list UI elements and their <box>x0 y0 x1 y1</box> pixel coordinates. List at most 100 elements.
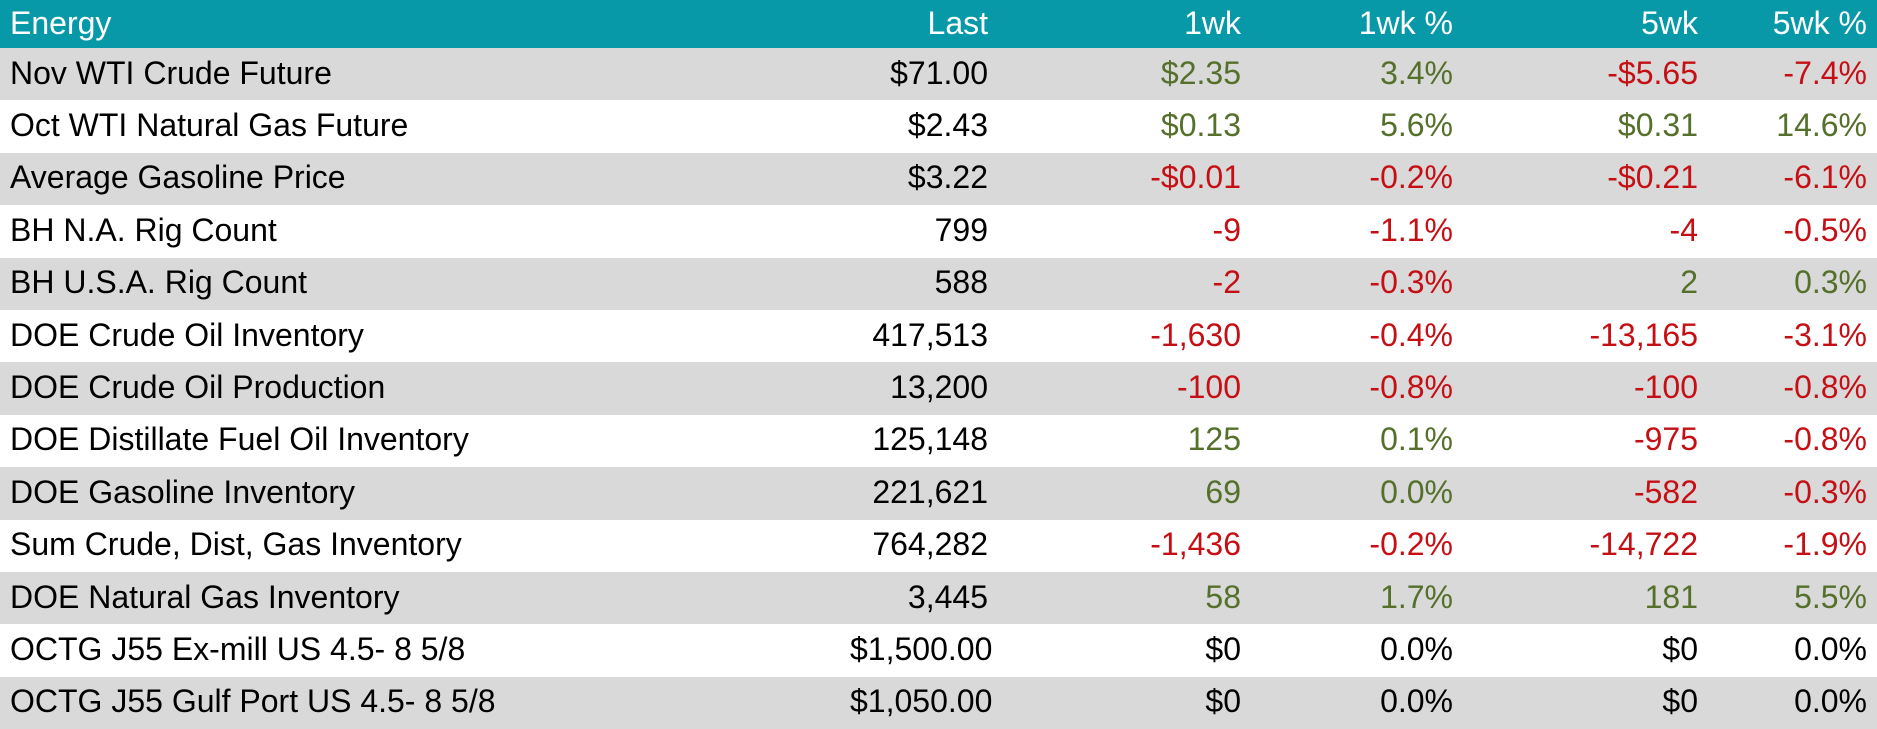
row-name-cell: DOE Crude Oil Inventory <box>10 316 364 353</box>
table-row: DOE Natural Gas Inventory 3,445 58 1.7% … <box>0 571 1877 625</box>
1wk-pct-change-cell: 5.6% <box>1380 107 1453 144</box>
row-name-cell: Oct WTI Natural Gas Future <box>10 107 409 144</box>
row-name-cell: DOE Crude Oil Production <box>10 369 386 406</box>
1wk-pct-change-cell: 0.0% <box>1380 630 1453 667</box>
5wk-change-cell: $0 <box>1662 683 1698 720</box>
1wk-change-cell: -9 <box>1212 211 1241 248</box>
5wk-pct-change-cell: -1.9% <box>1783 526 1867 563</box>
1wk-change-cell: 69 <box>1205 473 1241 510</box>
5wk-pct-change-cell: -0.5% <box>1783 211 1867 248</box>
row-name-cell: OCTG J55 Ex-mill US 4.5- 8 5/8 <box>10 630 466 667</box>
row-name-cell: OCTG J55 Gulf Port US 4.5- 8 5/8 <box>10 683 496 720</box>
last-value-cell: $3.22 <box>907 159 988 196</box>
table-row: DOE Distillate Fuel Oil Inventory 125,14… <box>0 414 1877 468</box>
5wk-change-cell: 2 <box>1680 264 1698 301</box>
last-value-cell: 764,282 <box>872 526 988 563</box>
last-value-cell: $1,500.00 <box>850 630 993 667</box>
table-row: DOE Crude Oil Inventory 417,513 -1,630 -… <box>0 309 1877 363</box>
1wk-change-cell: -1,436 <box>1150 526 1241 563</box>
last-value-cell: $71.00 <box>890 54 988 91</box>
5wk-pct-change-cell: 0.0% <box>1794 630 1867 667</box>
1wk-pct-change-cell: -0.8% <box>1369 369 1453 406</box>
table-row: BH U.S.A. Rig Count 588 -2 -0.3% 2 0.3% <box>0 257 1877 310</box>
1wk-change-cell: 58 <box>1205 578 1241 615</box>
last-value-cell: $2.43 <box>907 107 988 144</box>
1wk-change-cell: -$0.01 <box>1150 159 1241 196</box>
1wk-pct-change-cell: 0.1% <box>1380 421 1453 458</box>
header-5wk: 5wk <box>1641 4 1698 41</box>
5wk-pct-change-cell: -3.1% <box>1783 316 1867 353</box>
1wk-pct-change-cell: 3.4% <box>1380 54 1453 91</box>
5wk-change-cell: -582 <box>1633 473 1698 510</box>
row-name-cell: Average Gasoline Price <box>10 159 346 196</box>
table-row: DOE Crude Oil Production 13,200 -100 -0.… <box>0 362 1877 415</box>
5wk-pct-change-cell: 0.0% <box>1794 683 1867 720</box>
1wk-pct-change-cell: 1.7% <box>1380 578 1453 615</box>
5wk-change-cell: -975 <box>1633 421 1698 458</box>
row-name-cell: DOE Natural Gas Inventory <box>10 578 400 615</box>
1wk-pct-change-cell: -0.2% <box>1369 159 1453 196</box>
row-name-cell: BH N.A. Rig Count <box>10 211 277 248</box>
header-last: Last <box>927 4 988 41</box>
table-row: Oct WTI Natural Gas Future $2.43 $0.13 5… <box>0 100 1877 153</box>
row-name-cell: BH U.S.A. Rig Count <box>10 264 307 301</box>
1wk-pct-change-cell: 0.0% <box>1380 473 1453 510</box>
table-row: DOE Gasoline Inventory 221,621 69 0.0% -… <box>0 467 1877 520</box>
5wk-change-cell: -13,165 <box>1589 316 1698 353</box>
1wk-change-cell: -100 <box>1176 369 1241 406</box>
table-header-row: Energy Last 1wk 1wk % 5wk 5wk % <box>0 0 1877 48</box>
5wk-pct-change-cell: 0.3% <box>1794 264 1867 301</box>
1wk-change-cell: -2 <box>1212 264 1241 301</box>
header-1wk: 1wk <box>1184 4 1241 41</box>
last-value-cell: 125,148 <box>872 421 988 458</box>
5wk-change-cell: $0.31 <box>1617 107 1698 144</box>
row-name-cell: Sum Crude, Dist, Gas Inventory <box>10 526 462 563</box>
1wk-pct-change-cell: -1.1% <box>1369 211 1453 248</box>
last-value-cell: 221,621 <box>872 473 988 510</box>
5wk-pct-change-cell: 14.6% <box>1776 107 1867 144</box>
5wk-pct-change-cell: 5.5% <box>1794 578 1867 615</box>
last-value-cell: $1,050.00 <box>850 683 993 720</box>
1wk-change-cell: $0 <box>1205 683 1241 720</box>
5wk-pct-change-cell: -0.8% <box>1783 421 1867 458</box>
row-name-cell: Nov WTI Crude Future <box>10 54 332 91</box>
table-row: Average Gasoline Price $3.22 -$0.01 -0.2… <box>0 152 1877 206</box>
last-value-cell: 417,513 <box>872 316 988 353</box>
1wk-change-cell: $0.13 <box>1160 107 1241 144</box>
5wk-change-cell: -$5.65 <box>1607 54 1698 91</box>
header-5wk-pct: 5wk % <box>1772 4 1867 41</box>
1wk-pct-change-cell: -0.4% <box>1369 316 1453 353</box>
row-name-cell: DOE Distillate Fuel Oil Inventory <box>10 421 469 458</box>
1wk-pct-change-cell: 0.0% <box>1380 683 1453 720</box>
last-value-cell: 588 <box>934 264 988 301</box>
table-row: Sum Crude, Dist, Gas Inventory 764,282 -… <box>0 519 1877 572</box>
5wk-change-cell: $0 <box>1662 630 1698 667</box>
last-value-cell: 13,200 <box>890 369 988 406</box>
1wk-change-cell: $0 <box>1205 630 1241 667</box>
1wk-pct-change-cell: -0.2% <box>1369 526 1453 563</box>
1wk-change-cell: -1,630 <box>1150 316 1241 353</box>
5wk-pct-change-cell: -0.3% <box>1783 473 1867 510</box>
last-value-cell: 799 <box>934 211 988 248</box>
header-1wk-pct: 1wk % <box>1358 4 1453 41</box>
table-row: OCTG J55 Gulf Port US 4.5- 8 5/8 $1,050.… <box>0 676 1877 729</box>
header-energy: Energy <box>10 4 112 41</box>
1wk-change-cell: $2.35 <box>1160 54 1241 91</box>
table-row: BH N.A. Rig Count 799 -9 -1.1% -4 -0.5% <box>0 205 1877 258</box>
5wk-change-cell: -4 <box>1669 211 1698 248</box>
last-value-cell: 3,445 <box>907 578 988 615</box>
table-body: Nov WTI Crude Future $71.00 $2.35 3.4% -… <box>0 48 1877 729</box>
5wk-pct-change-cell: -6.1% <box>1783 159 1867 196</box>
table-row: Nov WTI Crude Future $71.00 $2.35 3.4% -… <box>0 48 1877 101</box>
table-row: OCTG J55 Ex-mill US 4.5- 8 5/8 $1,500.00… <box>0 624 1877 677</box>
5wk-change-cell: -$0.21 <box>1607 159 1698 196</box>
5wk-pct-change-cell: -0.8% <box>1783 369 1867 406</box>
5wk-change-cell: -100 <box>1633 369 1698 406</box>
5wk-change-cell: -14,722 <box>1589 526 1698 563</box>
1wk-change-cell: 125 <box>1187 421 1241 458</box>
1wk-pct-change-cell: -0.3% <box>1369 264 1453 301</box>
5wk-pct-change-cell: -7.4% <box>1783 54 1867 91</box>
row-name-cell: DOE Gasoline Inventory <box>10 473 356 510</box>
5wk-change-cell: 181 <box>1644 578 1698 615</box>
